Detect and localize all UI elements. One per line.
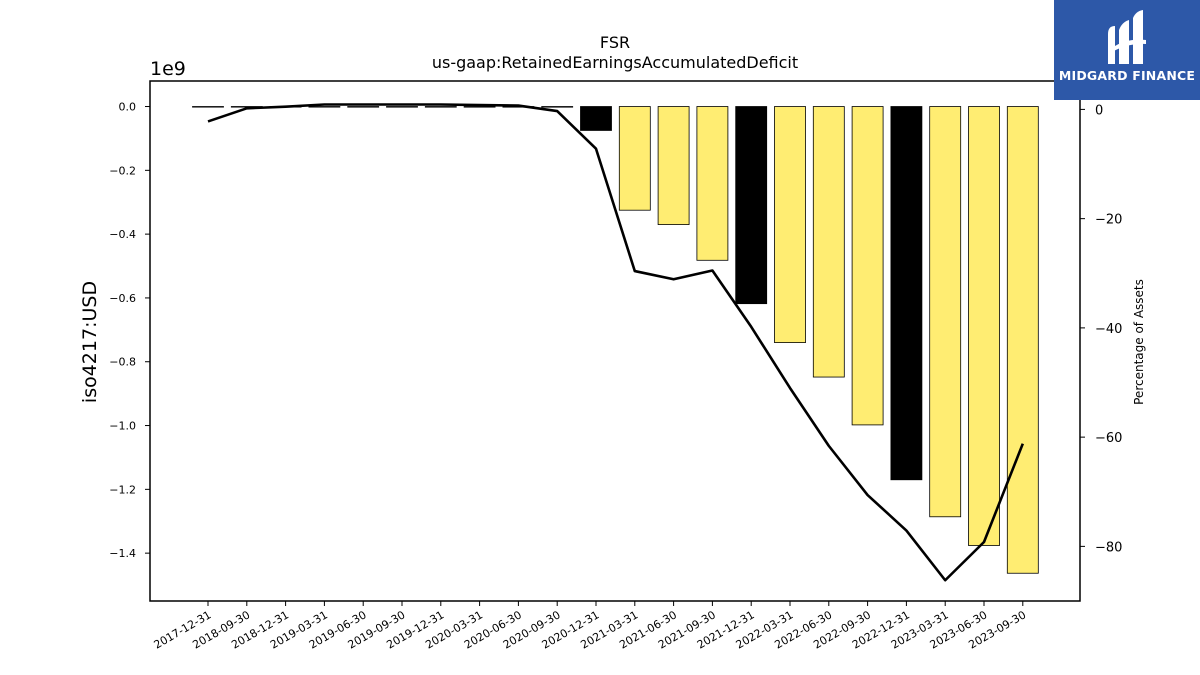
y-tick-label: −0.4 bbox=[109, 228, 136, 241]
y-right-tick-label: −40 bbox=[1095, 322, 1122, 337]
bar-2022-09-30 bbox=[851, 106, 884, 426]
y-axis-label: iso4217:USD bbox=[79, 281, 101, 403]
y-tick-label: 0.0 bbox=[119, 101, 137, 114]
bar-2019-12-31 bbox=[424, 106, 457, 108]
bar-2017-12-31 bbox=[192, 106, 224, 108]
y-tick-label: −0.6 bbox=[109, 292, 136, 305]
y-right-tick-label: 0 bbox=[1095, 103, 1103, 118]
percentage-line bbox=[207, 103, 1025, 582]
y-right-tick-label: −60 bbox=[1095, 431, 1122, 446]
midgard-logo-icon bbox=[1108, 10, 1146, 64]
bar-2022-12-31 bbox=[890, 106, 923, 481]
chart-subtitle: us-gaap:RetainedEarningsAccumulatedDefic… bbox=[432, 53, 798, 72]
bar-2021-09-30 bbox=[696, 106, 729, 261]
y-right-tick-label: −20 bbox=[1095, 213, 1122, 228]
bar-2019-09-30 bbox=[386, 106, 418, 108]
percentage-line-series bbox=[207, 103, 1025, 582]
y-tick-label: −1.4 bbox=[109, 547, 136, 560]
bar-2023-09-30 bbox=[1006, 106, 1039, 574]
x-axis: 2017-12-312018-09-302018-12-312019-03-31… bbox=[152, 601, 1028, 652]
y-tick-label: −0.8 bbox=[109, 356, 136, 369]
bar-2019-03-31 bbox=[308, 106, 341, 108]
brand-logo: MIDGARD FINANCE bbox=[1054, 0, 1200, 100]
bar-2020-12-31 bbox=[580, 106, 612, 131]
bar-2021-03-31 bbox=[618, 106, 651, 211]
y-right-tick-label: −80 bbox=[1095, 540, 1122, 555]
bar-2019-06-30 bbox=[347, 106, 380, 108]
bar-2021-12-31 bbox=[735, 106, 768, 305]
y-axis-multiplier: 1e9 bbox=[150, 58, 186, 80]
chart-title: FSR bbox=[600, 33, 630, 52]
brand-name: MIDGARD FINANCE bbox=[1058, 68, 1196, 83]
y-tick-label: −0.2 bbox=[109, 164, 136, 177]
y-axis-left: 0.0 −0.2 −0.4 −0.6 −0.8 −1.0 −1.2 −1.4 bbox=[109, 101, 150, 560]
bar-2022-03-31 bbox=[774, 106, 806, 343]
y-tick-label: −1.0 bbox=[109, 420, 136, 433]
bar-2021-06-30 bbox=[657, 106, 690, 225]
y-axis-right-label: Percentage of Assets bbox=[1132, 279, 1146, 405]
bar-2022-06-30 bbox=[812, 106, 845, 378]
bar-2023-03-31 bbox=[929, 106, 962, 518]
y-tick-label: −1.2 bbox=[109, 483, 136, 496]
bar-2020-03-31 bbox=[463, 106, 496, 108]
bar-2023-06-30 bbox=[968, 106, 1000, 546]
bar-2020-09-30 bbox=[541, 106, 574, 108]
plot-frame bbox=[149, 80, 1081, 602]
y-axis-right: 0 −20 −40 −60 −80 bbox=[1080, 103, 1122, 555]
bar-series bbox=[192, 106, 1039, 574]
